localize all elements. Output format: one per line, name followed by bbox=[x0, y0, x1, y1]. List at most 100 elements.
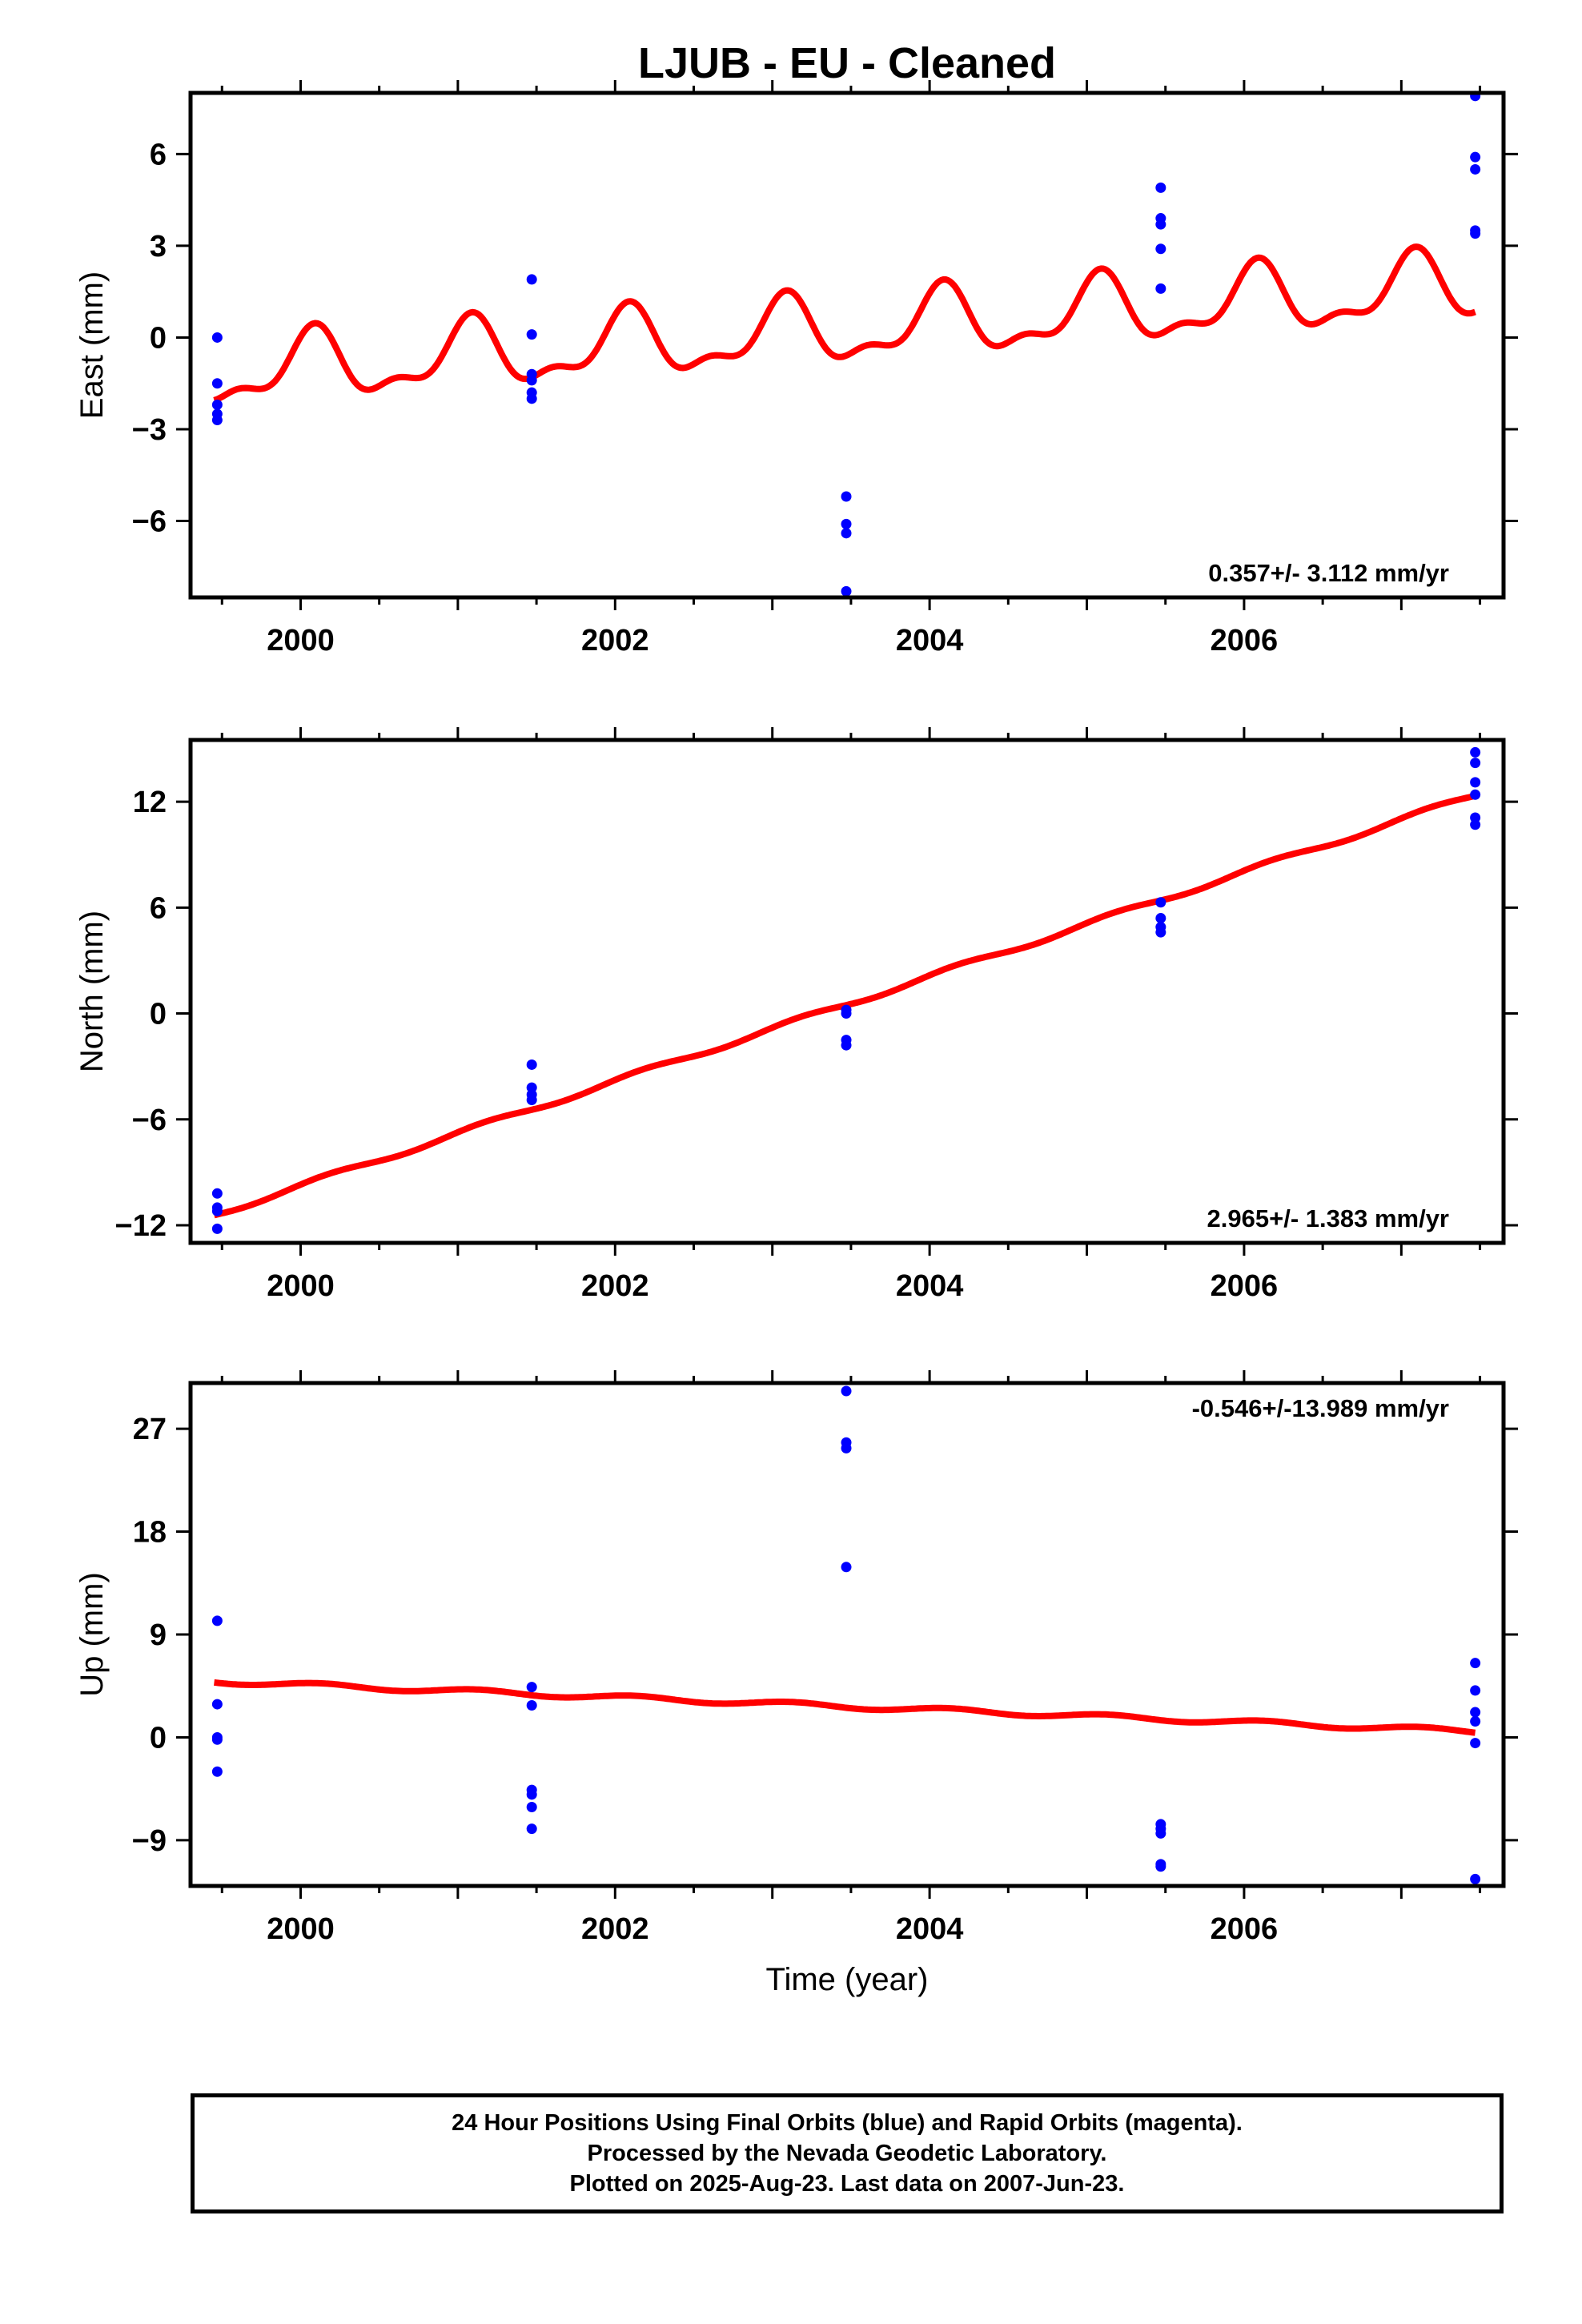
data-point bbox=[841, 1385, 852, 1397]
data-point bbox=[841, 585, 852, 597]
rate-label: -0.546+/-13.989 mm/yr bbox=[1192, 1394, 1449, 1422]
data-point bbox=[1470, 789, 1481, 800]
panels: 2000 2002 2004 2006 −6 −3 0 3 6 East (mm) 0.357+/-… bbox=[74, 80, 1518, 1946]
data-point bbox=[1470, 163, 1481, 175]
panel-north: 2000 2002 2004 2006 −12 −6 0 6 12 North (mm) 2.965… bbox=[74, 727, 1518, 1303]
data-point bbox=[211, 1734, 223, 1745]
data-point bbox=[1470, 819, 1481, 830]
data-point bbox=[526, 1095, 537, 1106]
panel-up: 2000 2002 2004 2006 −9 0 9 18 27 Up (mm) -0.546+/-… bbox=[74, 1370, 1518, 1946]
rate-label: 0.357+/- 3.112 mm/yr bbox=[1208, 559, 1449, 587]
data-point bbox=[526, 1802, 537, 1813]
data-point bbox=[211, 408, 223, 420]
data-point bbox=[526, 329, 537, 340]
data-point bbox=[526, 274, 537, 285]
x-tick-label: 2004 bbox=[896, 1912, 964, 1946]
footer-line-2: Processed by the Nevada Geodetic Laborat… bbox=[587, 2141, 1107, 2166]
x-axis-label: Time (year) bbox=[766, 1962, 929, 1997]
y-tick-label: 3 bbox=[150, 230, 167, 263]
data-point bbox=[841, 1039, 852, 1051]
y-axis-label: North (mm) bbox=[74, 911, 110, 1072]
data-point bbox=[1470, 1707, 1481, 1718]
data-point bbox=[1470, 1873, 1481, 1884]
data-point bbox=[841, 528, 852, 539]
data-point bbox=[211, 1615, 223, 1626]
y-tick-label: 12 bbox=[133, 786, 167, 819]
data-point bbox=[1470, 228, 1481, 239]
y-tick-label: −3 bbox=[132, 413, 167, 447]
data-point bbox=[1470, 1658, 1481, 1669]
fit-line bbox=[213, 1679, 1476, 1736]
data-point bbox=[1155, 1861, 1166, 1872]
data-point bbox=[526, 1789, 537, 1800]
x-tick-label: 2002 bbox=[581, 1269, 649, 1303]
x-tick-label: 2006 bbox=[1211, 624, 1279, 657]
data-point bbox=[1470, 1715, 1481, 1727]
data-point bbox=[841, 1008, 852, 1019]
y-tick-label: 0 bbox=[150, 1721, 167, 1755]
data-point bbox=[1155, 219, 1166, 230]
footer-line-1: 24 Hour Positions Using Final Orbits (bl… bbox=[452, 2110, 1243, 2136]
data-point bbox=[211, 1699, 223, 1710]
x-tick-label: 2006 bbox=[1211, 1912, 1279, 1946]
data-point bbox=[841, 518, 852, 529]
data-point bbox=[211, 399, 223, 410]
data-point bbox=[1470, 151, 1481, 163]
data-point bbox=[1470, 1685, 1481, 1696]
data-point bbox=[1470, 777, 1481, 788]
x-tick-label: 2002 bbox=[581, 624, 649, 657]
data-point bbox=[211, 1223, 223, 1234]
data-point bbox=[1155, 243, 1166, 255]
x-tick-label: 2000 bbox=[267, 1269, 335, 1303]
y-tick-label: 0 bbox=[150, 998, 167, 1031]
data-point bbox=[1470, 746, 1481, 758]
data-point bbox=[1155, 927, 1166, 938]
data-point bbox=[841, 1442, 852, 1454]
x-tick-label: 2006 bbox=[1211, 1269, 1279, 1303]
plot-frame bbox=[188, 738, 1506, 1245]
data-point bbox=[526, 1059, 537, 1070]
footer-box: 24 Hour Positions Using Final Orbits (bl… bbox=[191, 2093, 1504, 2213]
data-point bbox=[1155, 897, 1166, 908]
data-point bbox=[1155, 913, 1166, 924]
plot-frame bbox=[188, 90, 1506, 600]
fit-line bbox=[213, 243, 1476, 404]
y-tick-label: 6 bbox=[150, 891, 167, 925]
data-point bbox=[526, 1823, 537, 1835]
data-point bbox=[211, 378, 223, 389]
y-tick-label: −9 bbox=[132, 1824, 167, 1858]
data-point bbox=[526, 1682, 537, 1693]
data-point bbox=[1470, 758, 1481, 769]
data-point bbox=[526, 1699, 537, 1711]
data-point bbox=[211, 1188, 223, 1199]
rate-label: 2.965+/- 1.383 mm/yr bbox=[1207, 1204, 1449, 1232]
x-tick-label: 2000 bbox=[267, 1912, 335, 1946]
data-point bbox=[1155, 1827, 1166, 1839]
data-point bbox=[526, 393, 537, 404]
y-tick-label: 18 bbox=[133, 1516, 167, 1550]
panel-east: 2000 2002 2004 2006 −6 −3 0 3 6 East (mm) 0.357+/-… bbox=[74, 80, 1518, 657]
y-tick-label: −6 bbox=[132, 505, 167, 539]
data-point bbox=[841, 491, 852, 502]
x-tick-label: 2000 bbox=[267, 624, 335, 657]
x-tick-label: 2002 bbox=[581, 1912, 649, 1946]
plot-frame bbox=[188, 1381, 1506, 1888]
y-tick-label: 9 bbox=[150, 1618, 167, 1652]
y-tick-label: 27 bbox=[133, 1413, 167, 1446]
y-axis-label: East (mm) bbox=[74, 271, 110, 419]
data-point bbox=[211, 332, 223, 343]
y-axis-label: Up (mm) bbox=[74, 1572, 110, 1697]
data-point bbox=[1155, 182, 1166, 193]
y-tick-label: −12 bbox=[115, 1209, 167, 1243]
y-tick-label: 6 bbox=[150, 138, 167, 171]
x-tick-label: 2004 bbox=[896, 1269, 964, 1303]
y-tick-label: −6 bbox=[132, 1104, 167, 1137]
x-tick-label: 2004 bbox=[896, 624, 964, 657]
data-point bbox=[1155, 283, 1166, 294]
data-point bbox=[211, 1766, 223, 1777]
data-point bbox=[526, 375, 537, 386]
footer-line-3: Plotted on 2025-Aug-23. Last data on 200… bbox=[569, 2171, 1125, 2197]
data-point bbox=[211, 1205, 223, 1216]
figure-title: LJUB - EU - Cleaned bbox=[638, 39, 1056, 87]
